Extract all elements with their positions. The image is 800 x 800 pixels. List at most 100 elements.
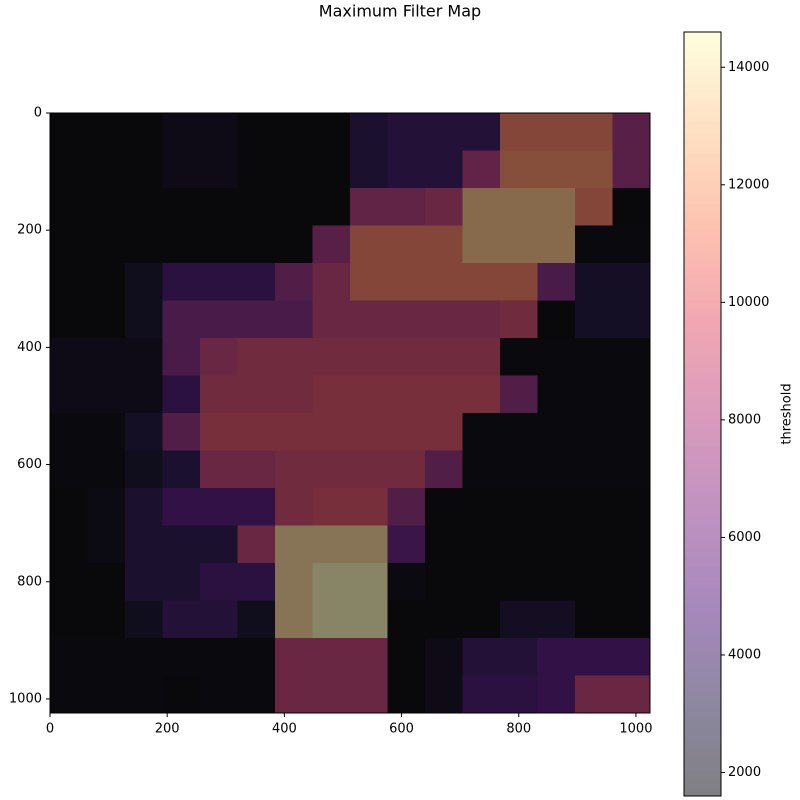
heatmap-cell [162,525,201,564]
colorbar-segment [684,280,721,288]
colorbar-segment [684,624,721,631]
colorbar-segment [684,477,721,485]
heatmap-cell [312,263,351,301]
heatmap-cell [162,375,201,414]
heatmap-cell [50,263,88,301]
heatmap-cell [87,675,126,714]
heatmap-cell [462,263,501,301]
heatmap-cell [275,263,313,301]
heatmap-cell [200,300,238,339]
colorbar-segment [684,363,721,370]
heatmap-cell [387,450,426,489]
x-tick-label: 1000 [619,722,652,737]
colorbar-segment [684,152,721,160]
heatmap-cell [350,488,388,526]
heatmap-cell [312,338,351,376]
heatmap-cell [275,600,313,639]
x-tick-label: 800 [506,722,531,737]
heatmap-cell [350,338,388,376]
heatmap-cell [387,638,426,676]
heatmap-cell [425,413,463,451]
colorbar-segment [684,560,721,568]
x-tick-label: 200 [155,722,180,737]
heatmap-cell [312,150,351,189]
heatmap-cell [275,488,313,526]
heatmap-cell [200,600,238,639]
colorbar-segment [684,235,721,243]
heatmap-cell [162,300,201,339]
heatmap-cell [237,413,276,451]
colorbar-segment [684,89,721,97]
colorbar-segment [684,305,721,313]
heatmap-cell [575,563,613,601]
heatmap-cell [425,188,463,226]
heatmap-cell [350,188,388,226]
colorbar-segment [684,547,721,555]
colorbar-segment [684,592,721,600]
heatmap-cell [162,450,201,489]
heatmap-cell [50,225,88,264]
colorbar-tick-label: 4000 [728,647,761,662]
heatmap-cell [350,525,388,564]
heatmap-cell [612,300,651,339]
colorbar-segment [684,789,721,797]
heatmap-cell [350,225,388,264]
heatmap-cell [462,600,501,639]
heatmap-cell [612,675,651,714]
colorbar-segment [684,719,721,727]
colorbar-segment [684,140,721,148]
heatmap-cell [162,188,201,226]
heatmap-cell [387,300,426,339]
colorbar-segment [684,172,721,179]
colorbar-tick-label: 14000 [728,60,769,75]
colorbar-segment [684,229,721,237]
heatmap-cell [50,638,88,676]
heatmap-cell [312,188,351,226]
heatmap-cell [387,225,426,264]
heatmap-cell [537,600,576,639]
heatmap-cell [275,563,313,601]
heatmap-cell [387,375,426,414]
heatmap-cell [537,450,576,489]
heatmap-cell [387,263,426,301]
heatmap-cell [425,300,463,339]
colorbar-segment [684,127,721,135]
colorbar-segment [684,509,721,517]
colorbar-segment [684,299,721,307]
heatmap-cell [575,113,613,151]
heatmap-cell [612,150,651,189]
heatmap-cell [162,113,201,151]
heatmap-cell [50,150,88,189]
colorbar-segment [684,732,721,740]
colorbar-segment [684,407,721,415]
heatmap-cell [350,450,388,489]
colorbar-segment [684,617,721,625]
heatmap-cell [162,488,201,526]
heatmap-cell [462,338,501,376]
heatmap-cell [425,525,463,564]
colorbar-segment [684,178,721,186]
colorbar-segment [684,388,721,396]
colorbar-segment [684,605,721,612]
heatmap-cell [87,150,126,189]
heatmap-cell [575,338,613,376]
heatmap-cell [350,413,388,451]
heatmap-cell [237,525,276,564]
heatmap-cell [387,338,426,376]
colorbar-segment [684,426,721,434]
heatmap-cell [500,263,538,301]
colorbar-segment [684,414,721,421]
heatmap-cell [537,413,576,451]
heatmap-cell [462,525,501,564]
heatmap-cell [537,338,576,376]
heatmap-cell [350,638,388,676]
colorbar-segment [684,44,721,52]
heatmap-cell [350,375,388,414]
colorbar-segment [684,121,721,128]
heatmap-cell [275,150,313,189]
heatmap-cell [200,375,238,414]
heatmap-cell [425,375,463,414]
heatmap-cell [237,113,276,151]
heatmap-cell [575,225,613,264]
colorbar-segment [684,108,721,116]
